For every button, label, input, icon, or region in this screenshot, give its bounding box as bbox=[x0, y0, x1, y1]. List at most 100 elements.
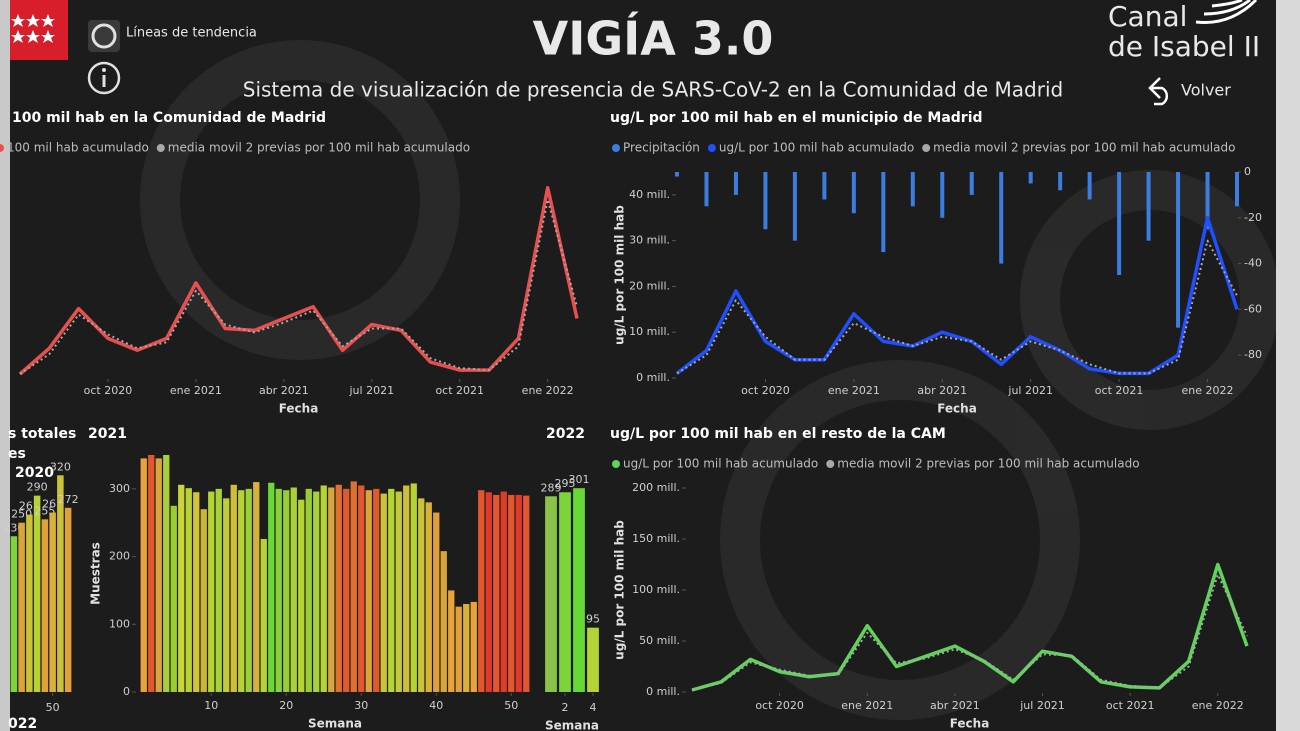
x-tick-label: 40 bbox=[429, 699, 443, 712]
x-tick-label: 4 bbox=[590, 701, 597, 714]
bar bbox=[260, 538, 267, 692]
x-tick-label: 10 bbox=[204, 699, 218, 712]
brand-line: de Isabel II bbox=[1108, 30, 1260, 63]
x-tick-label: oct 2020 bbox=[84, 384, 133, 397]
x-axis-title: Semana bbox=[545, 719, 599, 731]
x-tick-label: jul 2021 bbox=[1019, 699, 1065, 712]
x-tick-label: 50 bbox=[46, 701, 60, 714]
x-tick-label: oct 2021 bbox=[435, 384, 484, 397]
y-tick-label: 0 mill. bbox=[646, 685, 680, 698]
bar bbox=[320, 485, 327, 692]
bar bbox=[335, 484, 342, 692]
precip-bar bbox=[675, 172, 679, 177]
y2-tick-label: -60 bbox=[1244, 302, 1262, 315]
precip-bar bbox=[1058, 172, 1063, 191]
bar bbox=[33, 495, 41, 692]
x-tick-label: oct 2021 bbox=[1106, 699, 1155, 712]
x-tick-label: 50 bbox=[504, 699, 518, 712]
chart-title: ug/L por 100 mil hab en el resto de la C… bbox=[610, 426, 946, 442]
x-tick-label: ene 2021 bbox=[841, 699, 893, 712]
panel-footer: 022 bbox=[8, 716, 37, 731]
bar bbox=[373, 488, 380, 692]
x-tick-label: ene 2022 bbox=[522, 384, 574, 397]
bar bbox=[559, 492, 571, 692]
data-label: 289 bbox=[541, 481, 562, 494]
bar bbox=[49, 512, 56, 692]
panel-title: s totales bbox=[8, 426, 76, 442]
precip-bar bbox=[851, 172, 856, 214]
chart-title: 100 mil hab en la Comunidad de Madrid bbox=[12, 110, 326, 126]
bar bbox=[587, 627, 599, 692]
legend-label: media movil 2 previas por 100 mil hab ac… bbox=[837, 457, 1139, 471]
y-tick-label: 20 mill. bbox=[629, 279, 670, 292]
bar bbox=[425, 502, 432, 692]
y-tick-label: 100 mill. bbox=[632, 583, 680, 596]
panel-title: es bbox=[8, 446, 26, 462]
precip-bar bbox=[1146, 172, 1151, 241]
x-axis-title: Semana bbox=[308, 717, 362, 731]
x-tick-label: 30 bbox=[354, 699, 368, 712]
precip-bar bbox=[704, 172, 709, 207]
bar bbox=[418, 498, 425, 692]
y-tick-label: 0 mill. bbox=[636, 371, 670, 384]
data-label: 290 bbox=[27, 481, 48, 494]
bar bbox=[523, 495, 530, 692]
y-tick-label: 200 mill. bbox=[632, 481, 680, 494]
series-line bbox=[676, 239, 1238, 375]
x-tick-label: oct 2020 bbox=[741, 384, 790, 397]
info-button[interactable] bbox=[87, 61, 121, 95]
y-axis-title: Muestras bbox=[89, 542, 103, 605]
trend-toggle[interactable]: Líneas de tendencia bbox=[88, 20, 257, 52]
legend-label: media movil 2 previas por 100 mil hab ac… bbox=[168, 141, 470, 155]
bar bbox=[410, 483, 417, 692]
y-tick-label: 0 bbox=[123, 685, 130, 698]
bar bbox=[485, 492, 492, 692]
back-label: Volver bbox=[1181, 81, 1231, 100]
precip-bar bbox=[733, 172, 738, 195]
bar bbox=[500, 491, 507, 692]
bar bbox=[343, 488, 350, 692]
precip-bar bbox=[822, 172, 827, 200]
bar bbox=[448, 590, 455, 692]
legend-label: ug/L por 100 mil hab acumulado bbox=[719, 141, 914, 155]
bar bbox=[178, 484, 185, 692]
bar bbox=[230, 484, 237, 692]
data-label: 272 bbox=[58, 493, 79, 506]
bar bbox=[170, 505, 177, 692]
y2-tick-label: -40 bbox=[1244, 257, 1262, 270]
bar bbox=[245, 488, 252, 692]
y-tick-label: 40 mill. bbox=[629, 188, 670, 201]
bar bbox=[185, 488, 192, 692]
legend-label: media movil 2 previas por 100 mil hab ac… bbox=[933, 141, 1235, 155]
y-tick-label: 150 mill. bbox=[632, 532, 680, 545]
bar bbox=[200, 509, 207, 692]
bar bbox=[253, 482, 260, 692]
y-axis-title: ug/L por 100 mil hab bbox=[613, 520, 627, 660]
data-label: 295 bbox=[555, 477, 576, 490]
precip-bar bbox=[881, 172, 886, 253]
bar bbox=[275, 488, 282, 692]
bar bbox=[515, 494, 522, 692]
data-label: 320 bbox=[50, 460, 71, 473]
app-subtitle: Sistema de visualización de presencia de… bbox=[243, 78, 1063, 102]
legend-marker bbox=[612, 144, 620, 152]
back-button[interactable]: Volver bbox=[1148, 77, 1231, 106]
bar bbox=[10, 536, 18, 692]
precip-bar bbox=[763, 172, 768, 230]
bar bbox=[140, 458, 147, 692]
legend-marker bbox=[612, 460, 620, 468]
x-tick-label: oct 2021 bbox=[1095, 384, 1144, 397]
bar bbox=[208, 491, 215, 692]
bar bbox=[238, 490, 245, 692]
bar bbox=[41, 519, 49, 692]
toggle-label: Líneas de tendencia bbox=[126, 26, 257, 41]
bar bbox=[193, 492, 200, 692]
y-tick-label: 100 bbox=[109, 617, 130, 630]
bar bbox=[440, 551, 447, 692]
bar bbox=[57, 475, 64, 692]
bar bbox=[298, 499, 305, 692]
x-axis-title: Fecha bbox=[279, 402, 319, 416]
left-edge bbox=[0, 0, 10, 731]
precip-bar bbox=[910, 172, 915, 207]
